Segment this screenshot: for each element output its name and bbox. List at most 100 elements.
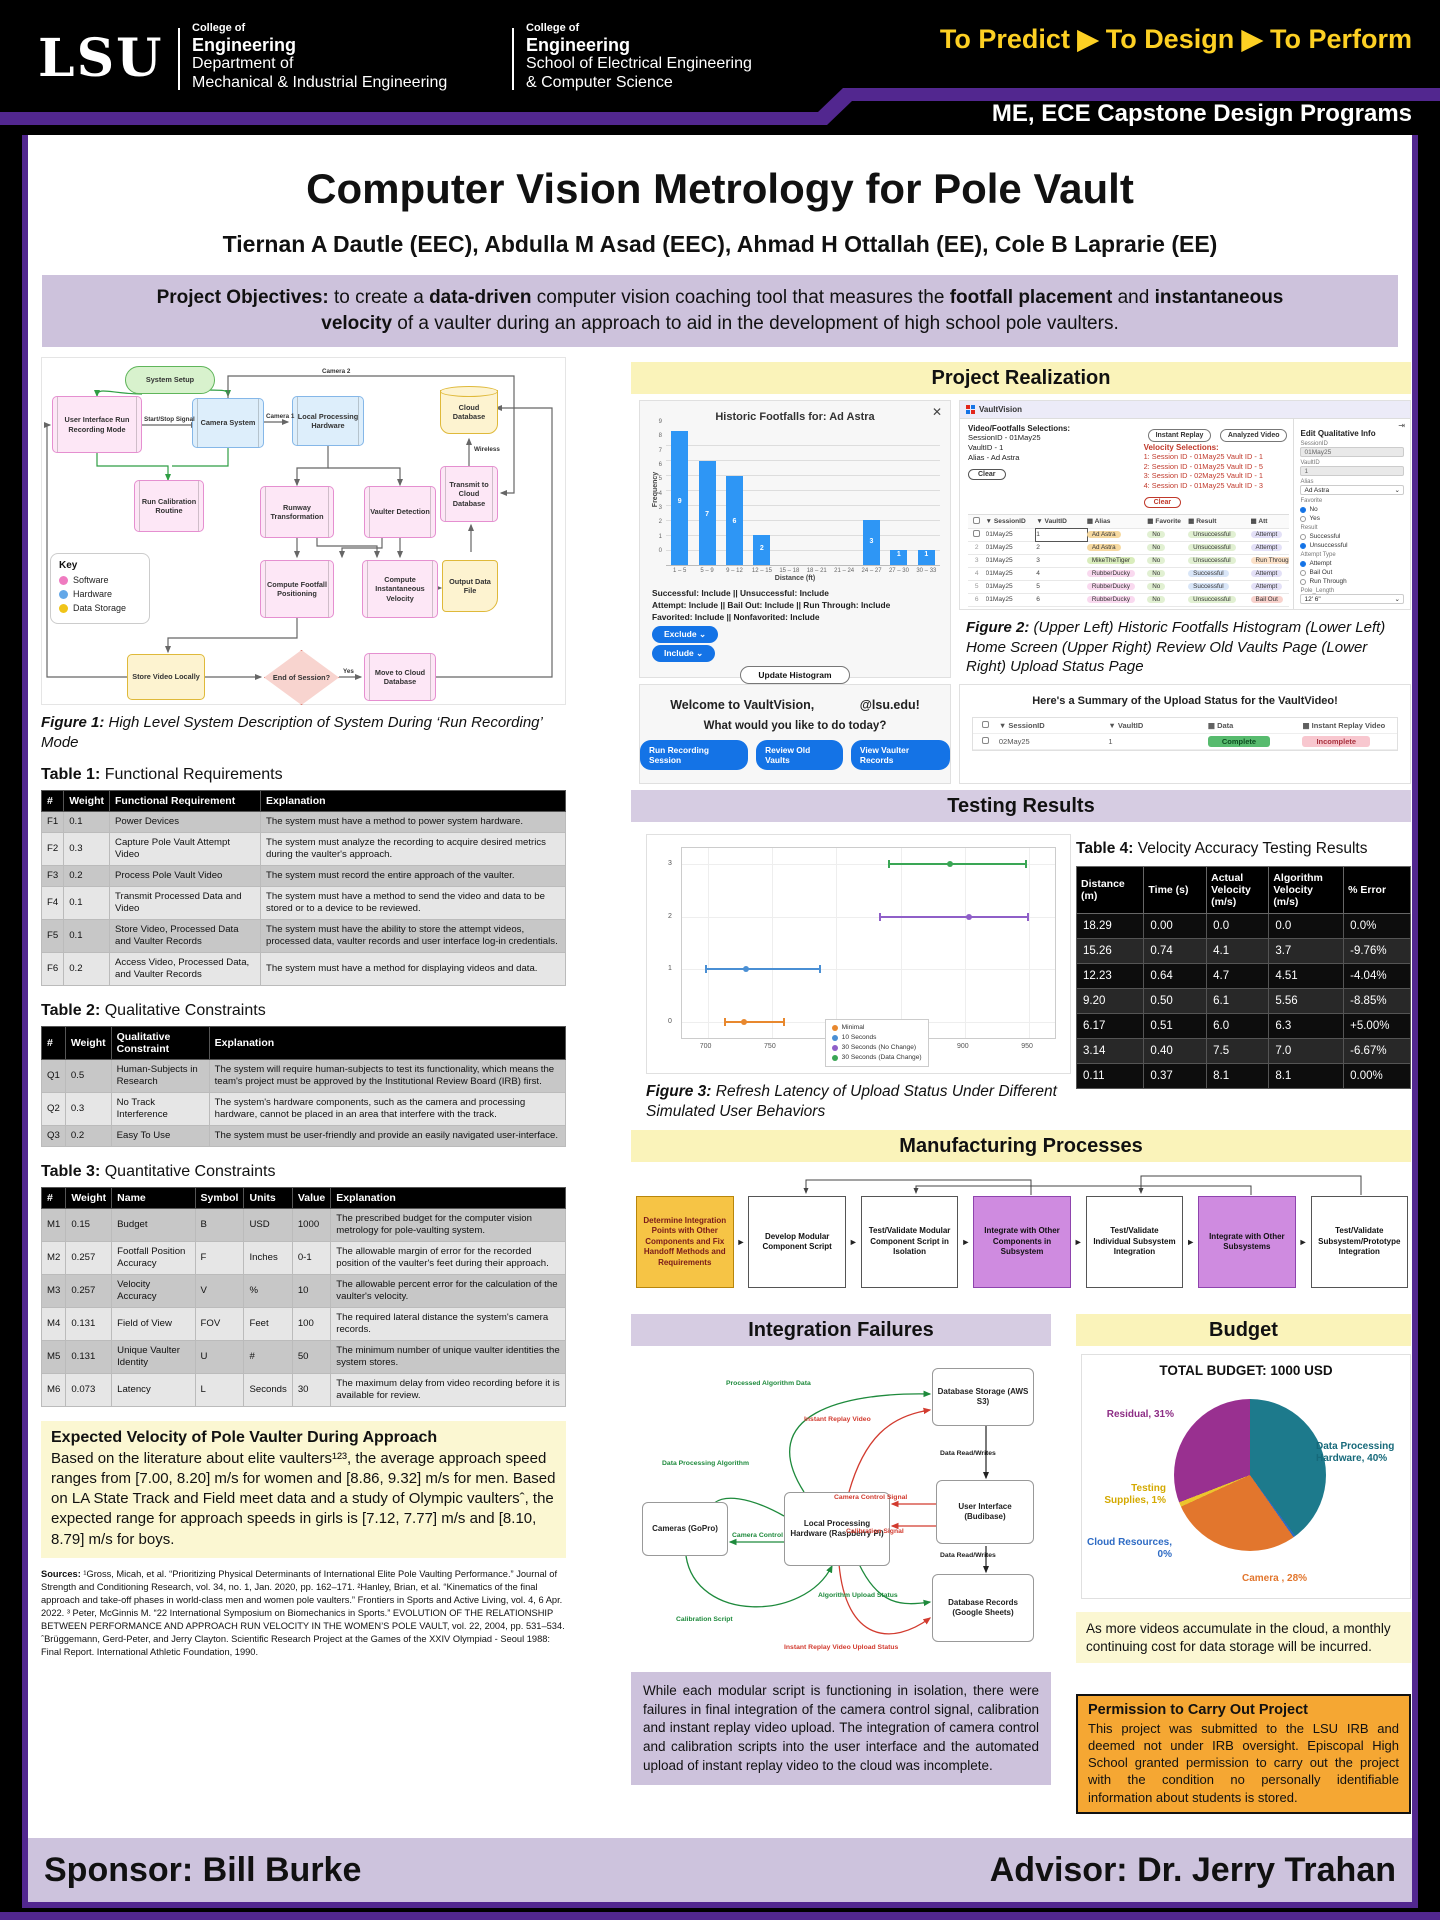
col-sessionid[interactable]: ▼ SessionID (998, 721, 1045, 730)
header-checkbox[interactable] (973, 721, 999, 730)
edge-processed-algorithm-data: Processed Algorithm Data (726, 1380, 811, 1387)
review-old-vaults-button[interactable]: Review Old Vaults (756, 740, 843, 770)
radio-icon[interactable] (1300, 560, 1307, 567)
view-vaulter-records-button[interactable]: View Vaulter Records (850, 740, 950, 770)
table3-body: M1 0.15 Budget B USD 1000 The prescribed budge… (40, 1207, 566, 1407)
status-badge: RubberDucky (1086, 570, 1135, 577)
table-row: M1 0.15 Budget B USD 1000 The prescribed budge… (40, 1207, 566, 1242)
home-screen-screenshot: Welcome to VaultVision, @lsu.edu! What w… (639, 684, 951, 784)
table-row: F6 0.2 Access Video, Processed Data, and V… (40, 951, 566, 986)
column-header: # (40, 790, 65, 812)
page-title: Computer Vision Metrology for Pole Vault (306, 165, 1134, 212)
status-badge-incomplete: Incomplete (1302, 736, 1371, 747)
table-cell: 0.131 (65, 1339, 113, 1374)
department-mie: College of Engineering Department of Mec… (192, 22, 447, 92)
integration-diagram: Cameras (GoPro) Local Processing Hardwar… (634, 1354, 1051, 1659)
table-cell: Human-Subjects in Research (110, 1058, 210, 1093)
table1-header-row: # Weight Functional Requirement Explanation (40, 790, 566, 812)
table-cell: -4.04% (1343, 963, 1411, 989)
radio-option[interactable]: Attempt (1300, 560, 1404, 567)
radio-option[interactable]: Unsuccessful (1300, 542, 1404, 549)
col-sessionid[interactable]: ▼ SessionID (985, 517, 1026, 525)
section-integration-failures: Integration Failures (631, 1314, 1051, 1346)
pole-length-dropdown[interactable]: 12' 6" ⌄ (1300, 594, 1404, 604)
field-favorite-label: Favorite (1300, 498, 1323, 504)
table-cell: 0.5 (64, 1058, 112, 1093)
velocity-item: 3: Session ID - 02May25 Vault ID - 1 (1143, 471, 1263, 481)
col-attempt[interactable]: ▦ Att (1250, 518, 1268, 525)
table-cell: F5 (40, 918, 65, 953)
radio-option[interactable]: No (1300, 506, 1404, 513)
radio-icon[interactable] (1300, 542, 1307, 549)
review-main: Video/Footfalls Selections: SessionID - … (960, 419, 1293, 609)
vault-row[interactable]: 01May25 1 Ad Astra No Unsuccessful Attempt (968, 527, 1290, 542)
run-recording-session-button[interactable]: Run Recording Session (640, 740, 749, 770)
radio-icon[interactable] (1300, 578, 1307, 585)
radio-icon[interactable] (1300, 533, 1307, 540)
col-instant-replay[interactable]: ▦ Instant Replay Video (1302, 721, 1386, 730)
velocity-title: Velocity Selections: (1143, 443, 1219, 452)
column-header: Value (291, 1186, 332, 1209)
radio-option[interactable]: Successful (1300, 533, 1404, 540)
col-favorite[interactable]: ▦ Favorite (1147, 518, 1181, 525)
vault-row[interactable]: 5 01May25 5 RubberDucky No Successful Attempt (968, 580, 1290, 594)
manufacturing-flowchart: Determine Integration Points with Other … (636, 1174, 1409, 1294)
vault-row[interactable]: 6 01May25 6 RubberDucky No Unsuccessful Bail O… (968, 593, 1290, 607)
include-button[interactable]: Include ⌄ (652, 644, 716, 662)
col-alias[interactable]: ▦ Alias (1086, 518, 1111, 525)
field-session-input[interactable]: 01May25 (1300, 447, 1404, 457)
table-cell: M5 (40, 1339, 67, 1374)
update-histogram-button[interactable]: Update Histogram (740, 665, 850, 684)
sources: Sources: ¹Gross, Micah, et al. “Prioriti… (41, 1568, 566, 1659)
table-row: M5 0.131 Unique Vaulter Identity U #50 The mi… (40, 1339, 566, 1374)
table-cell: 0.073 (65, 1372, 113, 1407)
vault-row[interactable]: 3 01May25 3 MikeTheTiger No Unsuccessful Run T… (968, 554, 1290, 568)
status-badge: Successful (1188, 570, 1229, 577)
edge-algorithm-upload-status: Algorithm Upload Status (818, 1592, 898, 1599)
row-checkbox[interactable] (973, 737, 999, 746)
figure3-caption-label: Figure 3: (646, 1083, 712, 1100)
velocity-list: 1: Session ID - 01May25 Vault ID - 1 2: S… (1144, 452, 1288, 491)
table-cell: 0.1 (63, 811, 111, 833)
radio-option[interactable]: Bail Out (1300, 569, 1404, 576)
radio-option[interactable]: Run Through (1300, 578, 1404, 585)
clear-selections-button[interactable]: Clear (968, 468, 1006, 480)
radio-icon[interactable] (1300, 569, 1307, 576)
col-vaultid[interactable]: ▼ VaultID (1036, 517, 1067, 525)
vault-row[interactable]: 2 01May25 2 Ad Astra No Unsuccessful Attempt (968, 541, 1290, 555)
divider (178, 28, 180, 90)
upload-table-row[interactable]: 02May25 1 Complete Incomplete (973, 734, 1397, 750)
analyzed-video-pill[interactable]: Analyzed Video (1219, 429, 1288, 442)
alias-dropdown[interactable]: Ad Astra ⌄ (1300, 485, 1404, 495)
table-cell: -8.85% (1343, 988, 1411, 1014)
field-vault-input[interactable]: 1 (1300, 466, 1404, 476)
collapse-panel-icon[interactable]: ⇥ (1398, 421, 1405, 430)
instant-replay-pill[interactable]: Instant Replay (1147, 429, 1212, 442)
col-data[interactable]: ▦ Data (1207, 721, 1234, 730)
vault-row[interactable]: 4 01May25 4 RubberDucky No Successful Attempt (968, 567, 1290, 581)
table-cell: The system's hardware components, such a… (208, 1091, 567, 1126)
capstone-programs-label: ME, ECE Capstone Design Programs (991, 100, 1412, 127)
radio-option[interactable]: Yes (1300, 515, 1404, 522)
radio-icon[interactable] (1300, 506, 1307, 513)
vault-row[interactable]: 701May257Per AsperaNoUnsuccessfulAttempt (968, 606, 1290, 609)
exclude-button[interactable]: Exclude ⌄ (652, 625, 719, 643)
radio-icon[interactable] (1300, 515, 1307, 522)
clear-velocity-button[interactable]: Clear (1143, 496, 1182, 508)
status-badge: No (1147, 596, 1166, 603)
column-header: Weight (65, 1186, 113, 1209)
table-cell: F4 (40, 885, 65, 920)
column-header: Algorithm Velocity (m/s) (1268, 866, 1345, 914)
column-header: Symbol (194, 1186, 245, 1209)
home-buttons: Run Recording Session Review Old Vaults … (640, 740, 950, 770)
table-row: 12.23 0.64 4.7 4.51 -4.04% (1075, 963, 1411, 989)
header-checkbox[interactable] (968, 516, 986, 526)
dept2-engineering: Engineering (526, 34, 631, 55)
row-checkbox[interactable] (973, 530, 981, 537)
table-cell: 0.00 (1143, 913, 1208, 939)
close-icon[interactable]: ✕ (931, 405, 942, 419)
col-result[interactable]: ▦ Result (1188, 518, 1217, 525)
selection-item: VaultID - 1 (968, 442, 1004, 452)
col-vaultid[interactable]: ▼ VaultID (1108, 721, 1144, 730)
x-tick: 1 – 5 (673, 568, 687, 574)
